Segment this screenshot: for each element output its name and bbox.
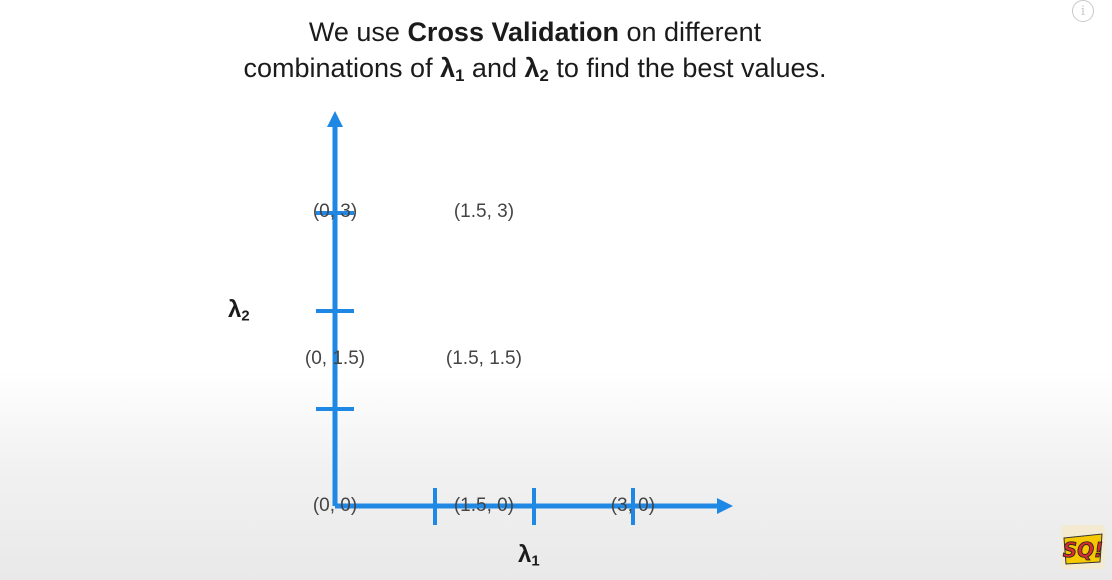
y-axis-label: λ2	[228, 296, 250, 325]
point-label-2: (1.5, 3)	[453, 201, 515, 222]
x-axis-label: λ1	[518, 541, 540, 570]
x-axis-arrow-icon	[717, 498, 733, 514]
point-label-3: (0, 1.5)	[304, 348, 366, 369]
statquest-logo-icon: SQ!	[1061, 525, 1105, 569]
point-label-7: (3, 0)	[610, 495, 656, 516]
point-label-6: (1.5, 0)	[453, 495, 515, 516]
y-axis-arrow-icon	[327, 111, 343, 127]
cross-validation-text: Cross Validation	[407, 17, 619, 47]
point-label-5: (0, 0)	[312, 495, 358, 516]
svg-text:SQ!: SQ!	[1063, 538, 1104, 562]
point-label-4: (1.5, 1.5)	[445, 348, 522, 369]
title-line-1: We use Cross Validation on different	[308, 17, 762, 47]
info-icon[interactable]: i	[1072, 0, 1094, 22]
point-label-1: (0, 3)	[312, 201, 358, 222]
title-line-2: combinations of λ1 and λ2 to find the be…	[243, 53, 827, 86]
slide-title: We use Cross Validation on different com…	[0, 14, 1070, 94]
